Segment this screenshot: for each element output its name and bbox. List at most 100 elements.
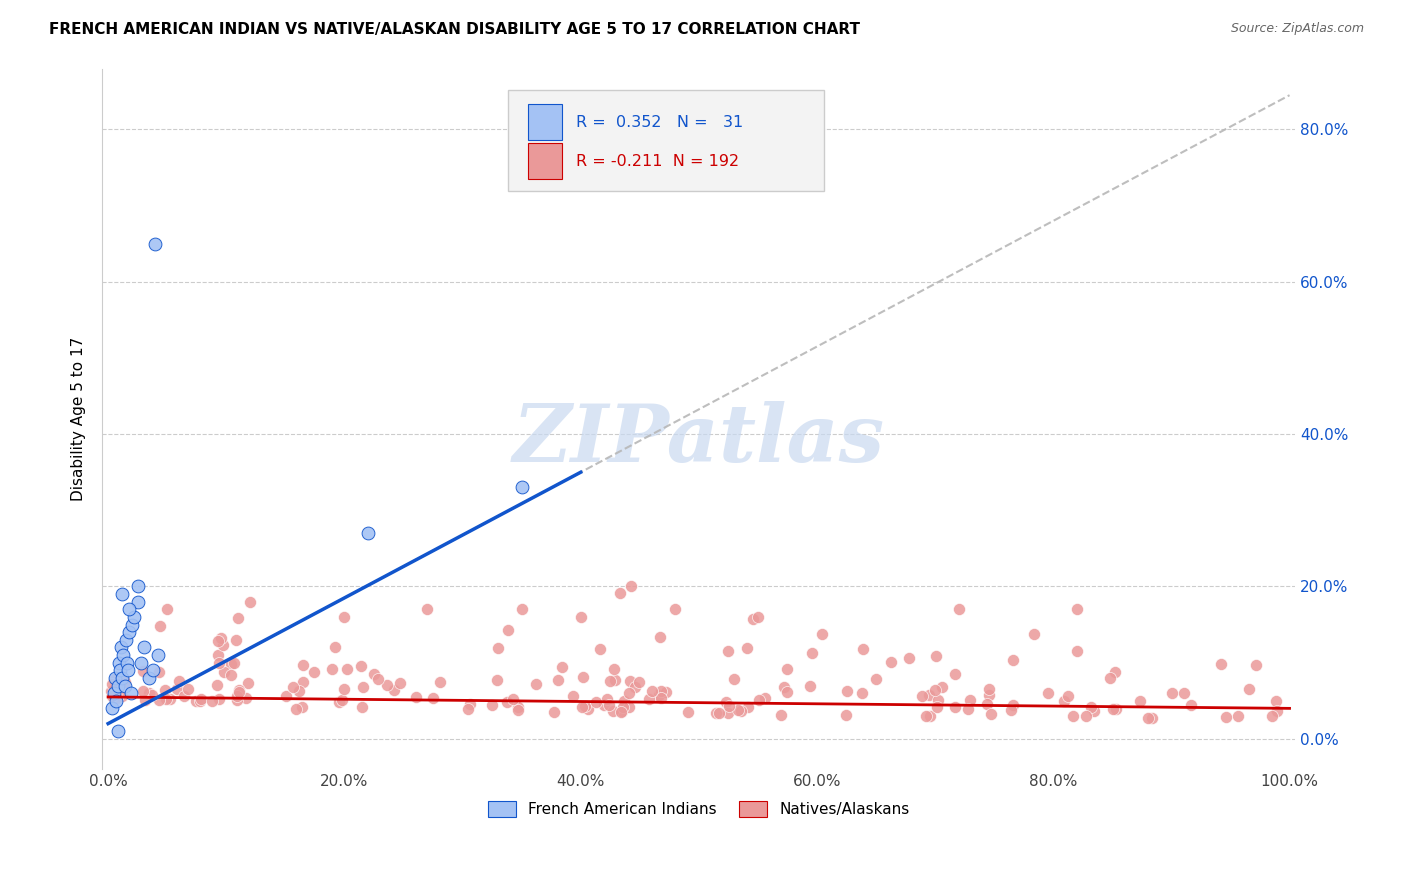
Point	[704, 706, 727, 720]
Point	[603, 662, 626, 676]
Point	[1173, 686, 1195, 700]
Point	[619, 674, 641, 689]
Point	[458, 697, 481, 711]
Point	[948, 602, 970, 616]
Point	[1227, 708, 1250, 723]
Point	[1129, 694, 1152, 708]
Point	[650, 691, 672, 706]
Point	[717, 644, 740, 658]
Point	[105, 691, 128, 706]
Point	[717, 706, 740, 721]
Point	[979, 682, 1001, 697]
Point	[188, 694, 211, 708]
Point	[561, 689, 583, 703]
Point	[108, 663, 131, 677]
Point	[799, 679, 821, 693]
Point	[730, 705, 752, 719]
Point	[239, 595, 262, 609]
Point	[624, 681, 647, 695]
Point	[205, 678, 228, 692]
Point	[145, 236, 167, 251]
Point	[100, 701, 122, 715]
Text: Source: ZipAtlas.com: Source: ZipAtlas.com	[1230, 22, 1364, 36]
Point	[959, 693, 981, 707]
Point	[328, 695, 350, 709]
Point	[281, 680, 304, 694]
Point	[486, 640, 509, 655]
Point	[350, 658, 373, 673]
Point	[132, 684, 155, 698]
Point	[138, 686, 160, 700]
Point	[550, 660, 572, 674]
Point	[1066, 644, 1088, 658]
Point	[112, 648, 135, 662]
Point	[382, 682, 405, 697]
Point	[219, 657, 242, 671]
Point	[612, 700, 634, 714]
Point	[117, 663, 139, 677]
Point	[837, 684, 859, 698]
Point	[333, 610, 356, 624]
Point	[1036, 686, 1059, 700]
Point	[1104, 665, 1126, 680]
Point	[167, 673, 190, 688]
Point	[159, 692, 181, 706]
Point	[367, 672, 389, 686]
Point	[127, 595, 149, 609]
Point	[405, 690, 427, 704]
Point	[543, 705, 565, 719]
Point	[146, 648, 169, 662]
Point	[727, 704, 749, 718]
Point	[628, 674, 651, 689]
Point	[177, 682, 200, 697]
Point	[510, 602, 533, 616]
Point	[851, 686, 873, 700]
Point	[129, 656, 152, 670]
Point	[155, 691, 177, 706]
Point	[620, 580, 643, 594]
Point	[1264, 694, 1286, 708]
Point	[228, 683, 250, 698]
Point	[602, 705, 624, 719]
Point	[107, 724, 129, 739]
Point	[226, 690, 249, 704]
Point	[571, 670, 593, 684]
Point	[547, 673, 569, 688]
Point	[931, 681, 953, 695]
Point	[502, 691, 524, 706]
Point	[115, 632, 138, 647]
Point	[641, 684, 664, 698]
Point	[650, 684, 672, 698]
Point	[209, 632, 232, 646]
Point	[852, 642, 875, 657]
FancyBboxPatch shape	[508, 89, 824, 191]
Point	[132, 664, 155, 678]
Point	[585, 695, 607, 709]
Point	[980, 706, 1002, 721]
Point	[609, 705, 631, 719]
Point	[1136, 711, 1159, 725]
Bar	[529, 103, 561, 140]
Point	[134, 693, 156, 707]
Point	[352, 680, 374, 694]
Point	[678, 706, 700, 720]
Point	[226, 692, 249, 706]
Point	[166, 682, 188, 697]
Point	[389, 676, 412, 690]
Bar	[529, 143, 561, 179]
Text: R =  0.352   N =   31: R = 0.352 N = 31	[576, 115, 744, 130]
Point	[225, 632, 247, 647]
Point	[776, 662, 799, 676]
Point	[897, 650, 920, 665]
Point	[115, 656, 138, 670]
Point	[801, 646, 824, 660]
Point	[776, 684, 799, 698]
Point	[526, 677, 548, 691]
Point	[142, 663, 165, 677]
Point	[149, 618, 172, 632]
Point	[323, 640, 346, 654]
Point	[105, 694, 128, 708]
Point	[212, 639, 235, 653]
Point	[576, 702, 599, 716]
Point	[207, 633, 229, 648]
